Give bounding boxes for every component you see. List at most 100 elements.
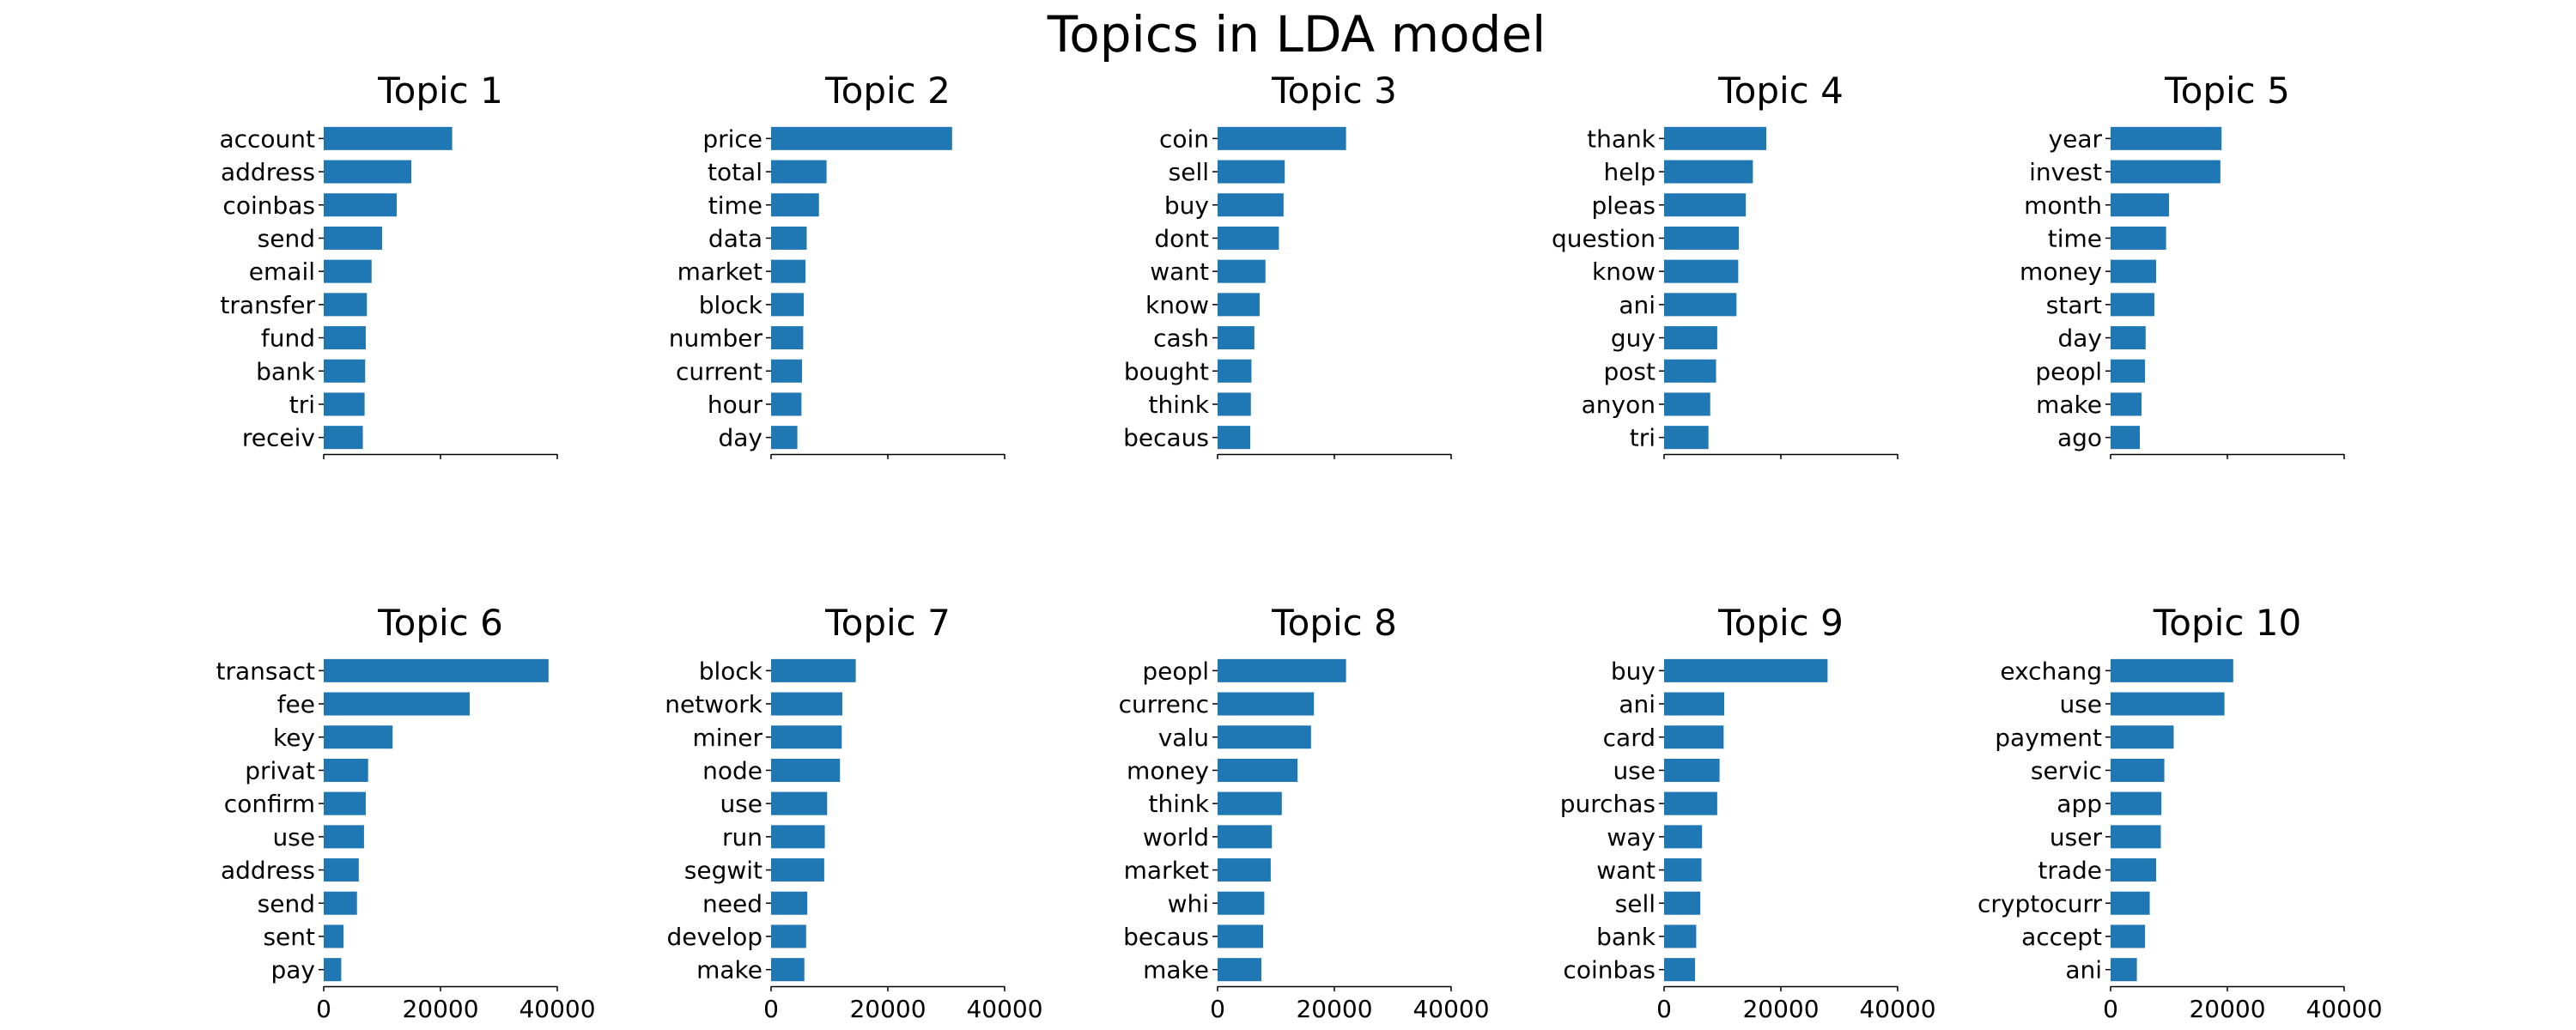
bar — [1218, 126, 1346, 150]
bar — [1218, 758, 1298, 782]
bar-label: time — [708, 191, 762, 220]
x-tick-label: 20000 — [1296, 995, 1372, 1023]
bar — [2111, 692, 2225, 716]
bar — [1664, 858, 1702, 882]
panel-title: Topic 5 — [2164, 70, 2290, 112]
bar-label: hour — [708, 391, 763, 419]
panel-title: Topic 6 — [377, 602, 503, 644]
bar-label: help — [1603, 158, 1656, 186]
bar-label: pay — [270, 956, 315, 985]
bar — [324, 160, 411, 184]
bar-label: valu — [1158, 724, 1209, 752]
bar — [771, 193, 819, 217]
x-tick-label: 40000 — [519, 995, 595, 1023]
topic-panel: Topic 7 block network miner node use run segwit… — [665, 602, 1042, 1023]
bar — [324, 193, 397, 217]
bar-label: block — [699, 291, 763, 319]
bar — [771, 658, 856, 682]
bar-label: day — [2057, 324, 2102, 353]
bar — [2111, 891, 2150, 915]
bar-label: whi — [1168, 889, 1209, 918]
bar — [1218, 293, 1260, 317]
bar-label: ago — [2057, 424, 2102, 452]
bar-label: transact — [216, 657, 315, 685]
bar-label: send — [258, 889, 315, 918]
bar-label: time — [2048, 224, 2102, 252]
x-tick-label: 40000 — [1859, 995, 1935, 1023]
bar — [771, 958, 805, 982]
panel-title: Topic 1 — [377, 70, 503, 112]
bar-label: fee — [277, 690, 315, 718]
bar-label: start — [2046, 291, 2102, 319]
bar-label: address — [221, 857, 315, 885]
bar-label: run — [722, 823, 762, 851]
bar-label: app — [2057, 790, 2102, 818]
bar-label: use — [720, 790, 762, 818]
bar-label: transfer — [220, 291, 315, 319]
bar-label: invest — [2029, 158, 2102, 186]
bar-label: data — [708, 224, 762, 252]
bar-label: bank — [256, 357, 316, 385]
bar — [324, 825, 364, 849]
bar-label: month — [2024, 191, 2102, 220]
topic-panel: Topic 2 price total time data market block numb… — [669, 70, 1005, 459]
bar — [1664, 758, 1720, 782]
bar-label: dont — [1154, 224, 1209, 252]
bar — [1664, 293, 1737, 317]
bar — [324, 858, 359, 882]
bar-label: coin — [1159, 124, 1209, 153]
bar-label: sent — [263, 923, 315, 951]
chart-suptitle: Topics in LDA model — [1047, 5, 1546, 64]
bar — [1664, 791, 1717, 815]
x-tick-label: 20000 — [2189, 995, 2265, 1023]
bar — [324, 725, 393, 749]
bar-label: exchang — [2000, 657, 2102, 685]
bar-label: money — [2020, 258, 2102, 286]
x-tick-label: 0 — [1656, 995, 1672, 1023]
bar — [771, 226, 807, 250]
panel-title: Topic 4 — [1717, 70, 1844, 112]
bar — [2111, 958, 2137, 982]
bar-label: address — [221, 158, 315, 186]
bar-label: day — [718, 424, 762, 452]
bar — [1664, 259, 1739, 283]
bar — [1218, 226, 1279, 250]
panel-title: Topic 3 — [1271, 70, 1397, 112]
bar — [2111, 226, 2166, 250]
bar-label: develop — [667, 923, 762, 951]
x-tick-label: 0 — [316, 995, 331, 1023]
bar-label: know — [1592, 258, 1656, 286]
bar-label: card — [1603, 724, 1656, 752]
panel-title: Topic 10 — [2153, 602, 2301, 644]
topic-panel: Topic 1 account address coinbas send email tra… — [219, 70, 558, 459]
bar — [771, 392, 802, 416]
bar-label: receiv — [242, 424, 315, 452]
topic-panel: Topic 9 buy ani card use purchas way want sell ba… — [1560, 602, 1936, 1023]
bar-label: tri — [289, 391, 315, 419]
bar-label: cash — [1153, 324, 1209, 353]
bar — [324, 326, 366, 350]
bar-label: email — [249, 258, 315, 286]
bar — [771, 426, 798, 450]
bar-label: need — [702, 889, 762, 918]
bar-label: becaus — [1123, 424, 1209, 452]
bar-label: use — [1613, 756, 1656, 785]
bar-label: price — [702, 124, 762, 153]
bar — [1664, 392, 1710, 416]
bar — [1664, 692, 1725, 716]
x-tick-label: 40000 — [966, 995, 1042, 1023]
bar-label: purchas — [1560, 790, 1656, 818]
bar — [771, 891, 808, 915]
bar-label: use — [2059, 690, 2102, 718]
bar-label: market — [677, 258, 762, 286]
bar-label: tri — [1630, 424, 1656, 452]
bar — [324, 791, 366, 815]
topic-panel: Topic 4 thank help pleas question know ani guy p… — [1552, 70, 1899, 459]
bar — [1664, 226, 1740, 250]
bar-label: total — [708, 158, 762, 186]
bar-label: want — [1596, 857, 1656, 885]
bar-label: make — [696, 956, 762, 985]
bar — [2111, 791, 2162, 815]
panel-title: Topic 2 — [824, 70, 951, 112]
bar-label: privat — [245, 756, 315, 785]
